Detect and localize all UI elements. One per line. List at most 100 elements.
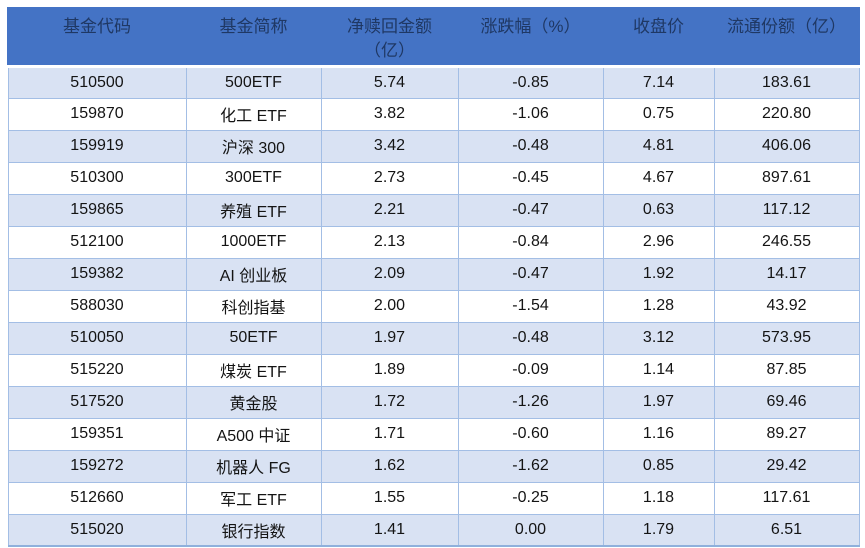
cell-fund-name: 化工 ETF [185, 97, 322, 131]
cell-net-redemption: 2.73 [320, 161, 459, 195]
cell-float-shares: 29.42 [713, 449, 860, 483]
fund-table: 基金代码 基金简称 净赎回金额 （亿） 涨跌幅（%） 收盘价 流通份额（亿） 5… [7, 6, 860, 548]
cell-net-redemption: 1.62 [320, 449, 459, 483]
cell-change-pct: -1.26 [457, 385, 604, 419]
cell-net-redemption: 1.71 [320, 417, 459, 451]
table-row: 159870 化工 ETF 3.82 -1.06 0.75 220.80 [7, 97, 860, 131]
cell-net-redemption: 1.89 [320, 353, 459, 387]
cell-fund-name: 300ETF [185, 161, 322, 195]
cell-fund-name: 机器人 FG [185, 449, 322, 483]
cell-net-redemption: 5.74 [320, 65, 459, 99]
cell-close-price: 4.67 [602, 161, 715, 195]
cell-close-price: 7.14 [602, 65, 715, 99]
table-row: 159919 沪深 300 3.42 -0.48 4.81 406.06 [7, 129, 860, 163]
cell-net-redemption: 2.21 [320, 193, 459, 227]
cell-close-price: 1.18 [602, 481, 715, 515]
cell-fund-code: 159382 [7, 257, 187, 291]
cell-float-shares: 89.27 [713, 417, 860, 451]
cell-net-redemption: 3.42 [320, 129, 459, 163]
table-row: 159351 A500 中证 1.71 -0.60 1.16 89.27 [7, 417, 860, 451]
cell-float-shares: 573.95 [713, 321, 860, 355]
cell-float-shares: 43.92 [713, 289, 860, 323]
cell-fund-name: 沪深 300 [185, 129, 322, 163]
cell-fund-code: 159351 [7, 417, 187, 451]
cell-fund-code: 159865 [7, 193, 187, 227]
cell-change-pct: -0.25 [457, 481, 604, 515]
cell-fund-name: 黄金股 [185, 385, 322, 419]
cell-close-price: 1.92 [602, 257, 715, 291]
cell-fund-name: 1000ETF [185, 225, 322, 259]
cell-close-price: 1.79 [602, 513, 715, 548]
cell-change-pct: -0.09 [457, 353, 604, 387]
cell-change-pct: -0.47 [457, 257, 604, 291]
cell-fund-name: 煤炭 ETF [185, 353, 322, 387]
cell-close-price: 3.12 [602, 321, 715, 355]
cell-net-redemption: 1.55 [320, 481, 459, 515]
table-body: 510500 500ETF 5.74 -0.85 7.14 183.61 159… [7, 65, 860, 548]
header-row: 基金代码 基金简称 净赎回金额 （亿） 涨跌幅（%） 收盘价 流通份额（亿） [7, 6, 860, 68]
cell-net-redemption: 1.72 [320, 385, 459, 419]
cell-float-shares: 897.61 [713, 161, 860, 195]
cell-net-redemption: 3.82 [320, 97, 459, 131]
cell-net-redemption: 2.13 [320, 225, 459, 259]
cell-float-shares: 69.46 [713, 385, 860, 419]
col-header-change-pct: 涨跌幅（%） [457, 6, 604, 68]
table-row: 512100 1000ETF 2.13 -0.84 2.96 246.55 [7, 225, 860, 259]
cell-fund-name: 50ETF [185, 321, 322, 355]
table-row: 159865 养殖 ETF 2.21 -0.47 0.63 117.12 [7, 193, 860, 227]
cell-close-price: 1.28 [602, 289, 715, 323]
cell-fund-name: A500 中证 [185, 417, 322, 451]
col-header-net-redemption: 净赎回金额 （亿） [320, 6, 459, 68]
cell-change-pct: 0.00 [457, 513, 604, 548]
cell-change-pct: -1.54 [457, 289, 604, 323]
cell-change-pct: -0.48 [457, 321, 604, 355]
cell-fund-code: 510500 [7, 65, 187, 99]
cell-float-shares: 220.80 [713, 97, 860, 131]
cell-change-pct: -1.62 [457, 449, 604, 483]
cell-close-price: 4.81 [602, 129, 715, 163]
cell-float-shares: 87.85 [713, 353, 860, 387]
cell-fund-code: 517520 [7, 385, 187, 419]
cell-close-price: 0.75 [602, 97, 715, 131]
cell-change-pct: -0.85 [457, 65, 604, 99]
cell-close-price: 2.96 [602, 225, 715, 259]
cell-fund-code: 510300 [7, 161, 187, 195]
table-row: 159382 AI 创业板 2.09 -0.47 1.92 14.17 [7, 257, 860, 291]
cell-float-shares: 246.55 [713, 225, 860, 259]
cell-fund-code: 512100 [7, 225, 187, 259]
table-row: 512660 军工 ETF 1.55 -0.25 1.18 117.61 [7, 481, 860, 515]
cell-change-pct: -0.48 [457, 129, 604, 163]
cell-fund-name: AI 创业板 [185, 257, 322, 291]
table-row: 510050 50ETF 1.97 -0.48 3.12 573.95 [7, 321, 860, 355]
col-header-fund-code: 基金代码 [7, 6, 187, 68]
table-row: 515020 银行指数 1.41 0.00 1.79 6.51 [7, 513, 860, 548]
table-row: 515220 煤炭 ETF 1.89 -0.09 1.14 87.85 [7, 353, 860, 387]
cell-change-pct: -1.06 [457, 97, 604, 131]
cell-fund-name: 银行指数 [185, 513, 322, 548]
cell-fund-code: 159272 [7, 449, 187, 483]
cell-float-shares: 183.61 [713, 65, 860, 99]
table-row: 510300 300ETF 2.73 -0.45 4.67 897.61 [7, 161, 860, 195]
cell-float-shares: 6.51 [713, 513, 860, 548]
table-row: 517520 黄金股 1.72 -1.26 1.97 69.46 [7, 385, 860, 419]
cell-float-shares: 117.12 [713, 193, 860, 227]
table-row: 510500 500ETF 5.74 -0.85 7.14 183.61 [7, 65, 860, 99]
cell-float-shares: 14.17 [713, 257, 860, 291]
col-header-fund-name: 基金简称 [185, 6, 322, 68]
cell-net-redemption: 1.41 [320, 513, 459, 548]
cell-net-redemption: 1.97 [320, 321, 459, 355]
table-row: 588030 科创指基 2.00 -1.54 1.28 43.92 [7, 289, 860, 323]
cell-close-price: 1.16 [602, 417, 715, 451]
col-header-close-price: 收盘价 [602, 6, 715, 68]
cell-change-pct: -0.47 [457, 193, 604, 227]
cell-close-price: 1.14 [602, 353, 715, 387]
cell-fund-name: 军工 ETF [185, 481, 322, 515]
col-header-float-shares: 流通份额（亿） [713, 6, 860, 68]
cell-float-shares: 117.61 [713, 481, 860, 515]
cell-fund-name: 500ETF [185, 65, 322, 99]
table-row: 159272 机器人 FG 1.62 -1.62 0.85 29.42 [7, 449, 860, 483]
cell-fund-code: 159919 [7, 129, 187, 163]
cell-net-redemption: 2.09 [320, 257, 459, 291]
cell-change-pct: -0.84 [457, 225, 604, 259]
